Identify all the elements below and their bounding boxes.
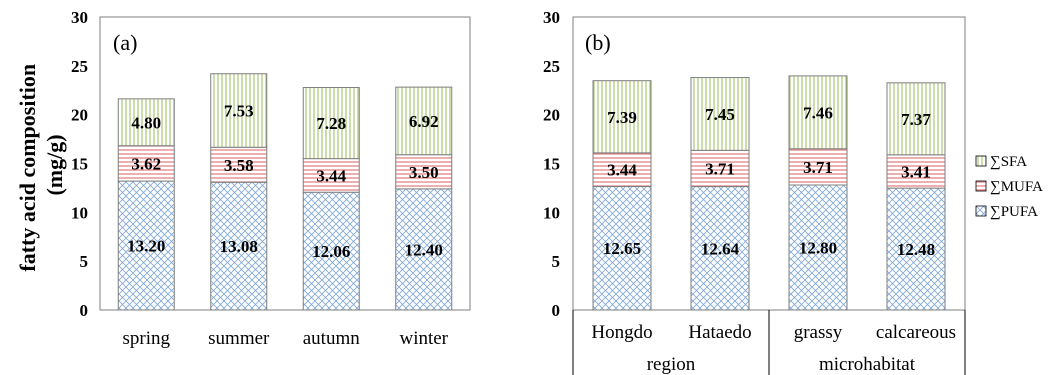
value-label-sfa-a-1: 7.53 <box>224 102 254 121</box>
category-label-b-1: Hataedo <box>688 322 751 343</box>
bar-sfa-a-3 <box>395 86 453 156</box>
y-tick-label-b-0: 0 <box>552 301 561 320</box>
bar-pufa-b-3 <box>886 187 946 311</box>
y-tick-label-a-4: 20 <box>71 106 88 125</box>
category-label-a-0: spring <box>123 328 171 349</box>
bar-mufa-b-1 <box>690 149 750 188</box>
bar-sfa-b-2 <box>788 75 848 150</box>
value-label-sfa-a-2: 7.28 <box>316 114 346 133</box>
y-tick-label-a-6: 30 <box>71 8 88 27</box>
value-label-mufa-b-1: 3.71 <box>705 159 735 178</box>
panel-label-a: (a) <box>113 30 137 55</box>
value-label-pufa-a-1: 13.08 <box>220 237 258 256</box>
bar-sfa-b-3 <box>886 82 946 156</box>
bar-mufa-a-1 <box>210 146 268 183</box>
category-label-a-3: winter <box>399 328 448 349</box>
category-label-b-3: calcareous <box>876 322 956 343</box>
bar-pufa-a-2 <box>302 191 360 311</box>
value-label-pufa-b-1: 12.64 <box>701 239 740 258</box>
legend-label-mufa: ∑MUFA <box>990 179 1043 195</box>
legend-swatch-sfa <box>975 155 987 167</box>
bar-pufa-b-1 <box>690 186 750 311</box>
chart-a: 0 5 10 15 20 25 30 13.20 3.62 4.80 spring 13.08 3.58… <box>71 8 453 349</box>
group-label-b-0: region <box>647 354 696 375</box>
bar-pufa-b-2 <box>788 184 848 311</box>
value-label-sfa-b-1: 7.45 <box>705 105 735 124</box>
bar-sfa-b-1 <box>690 77 750 151</box>
plot-area-a <box>99 16 471 311</box>
bar-sfa-a-1 <box>210 73 268 148</box>
value-label-sfa-a-0: 4.80 <box>131 113 161 132</box>
value-label-pufa-b-2: 12.80 <box>799 238 837 257</box>
value-label-pufa-a-3: 12.40 <box>405 240 443 259</box>
value-label-mufa-b-3: 3.41 <box>901 162 931 181</box>
y-tick-label-b-1: 5 <box>552 252 561 271</box>
value-label-mufa-a-0: 3.62 <box>131 154 161 173</box>
value-label-sfa-b-3: 7.37 <box>901 110 931 129</box>
category-label-b-0: Hongdo <box>591 322 652 343</box>
value-label-sfa-b-0: 7.39 <box>607 108 637 127</box>
bar-pufa-a-0 <box>117 180 175 311</box>
y-tick-label-b-3: 15 <box>543 155 560 174</box>
category-label-a-2: autumn <box>303 328 360 349</box>
bar-sfa-a-2 <box>302 87 360 160</box>
bar-pufa-a-3 <box>395 188 453 311</box>
value-label-pufa-a-2: 12.06 <box>312 242 350 261</box>
value-label-mufa-a-3: 3.50 <box>409 163 439 182</box>
legend-swatch-mufa <box>975 180 987 192</box>
y-axis-label-line1: fatty acid composition <box>15 64 40 272</box>
value-label-pufa-b-3: 12.48 <box>897 240 935 259</box>
value-label-sfa-b-2: 7.46 <box>803 103 833 122</box>
value-label-mufa-a-2: 3.44 <box>316 166 346 185</box>
y-tick-label-a-2: 10 <box>71 203 88 222</box>
y-tick-label-b-6: 30 <box>543 8 560 27</box>
value-label-mufa-a-1: 3.58 <box>224 156 254 175</box>
y-tick-label-b-5: 25 <box>543 57 560 76</box>
y-tick-label-a-1: 5 <box>80 252 89 271</box>
bar-mufa-b-0 <box>592 152 652 187</box>
bar-sfa-a-0 <box>117 98 175 147</box>
y-tick-label-a-3: 15 <box>71 155 88 174</box>
value-label-mufa-b-0: 3.44 <box>607 161 637 180</box>
category-label-b-2: grassy <box>794 322 843 343</box>
y-axis-label-line2: (mg/g) <box>42 134 67 195</box>
value-label-pufa-b-0: 12.65 <box>603 239 641 258</box>
legend: ∑SFA ∑MUFA ∑PUFA <box>975 154 1043 220</box>
y-tick-label-b-2: 10 <box>543 203 560 222</box>
panel-label-b: (b) <box>585 30 611 55</box>
bar-sfa-b-0 <box>592 80 652 154</box>
category-label-a-1: summer <box>208 328 270 349</box>
y-tick-label-a-0: 0 <box>80 301 89 320</box>
legend-label-sfa: ∑SFA <box>990 154 1027 170</box>
value-label-pufa-a-0: 13.20 <box>127 237 165 256</box>
y-axis-label: fatty acid composition (mg/g) <box>15 58 67 271</box>
y-tick-label-b-4: 20 <box>543 106 560 125</box>
value-label-sfa-a-3: 6.92 <box>409 112 439 131</box>
legend-label-pufa: ∑PUFA <box>990 204 1038 220</box>
value-label-mufa-b-2: 3.71 <box>803 158 833 177</box>
bar-pufa-b-0 <box>592 185 652 311</box>
bar-mufa-a-2 <box>302 158 360 193</box>
y-tick-label-a-5: 25 <box>71 57 88 76</box>
legend-swatch-pufa <box>975 205 987 217</box>
chart-b: 0 5 10 15 20 25 30 12.65 3.44 7.39 Hongdo 12.64 3.71… <box>543 8 956 375</box>
bar-mufa-b-3 <box>886 154 946 189</box>
bar-mufa-a-0 <box>117 145 175 182</box>
bar-mufa-a-3 <box>395 154 453 190</box>
group-label-b-1: microhabitat <box>819 354 916 375</box>
bar-pufa-a-1 <box>210 181 268 311</box>
